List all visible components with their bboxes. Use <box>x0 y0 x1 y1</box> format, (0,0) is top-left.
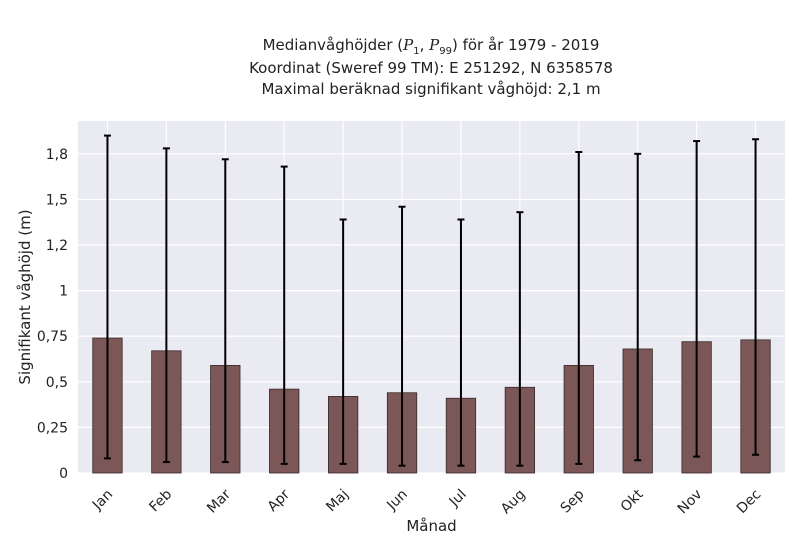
error-bar-jan <box>103 134 111 460</box>
x-tick-label: Nov <box>675 487 706 518</box>
y-tick-label: 1,8 <box>46 147 68 163</box>
x-tick-label: Jan <box>89 487 116 514</box>
y-tick-label: 0,5 <box>46 375 68 391</box>
y-tick-label: 1 <box>59 284 68 300</box>
error-bar-jun <box>398 205 406 467</box>
plot-area <box>78 121 785 473</box>
x-tick-label: Jul <box>446 487 470 511</box>
x-tick-label: Mar <box>204 486 234 516</box>
error-bars <box>103 134 760 467</box>
x-tick-label: Maj <box>323 487 352 516</box>
y-tick-label: 0 <box>59 466 68 482</box>
error-bar-mar <box>221 158 229 464</box>
x-tick-label: Aug <box>498 487 529 518</box>
y-tick-label: 0,25 <box>37 420 68 436</box>
error-bar-dec <box>752 138 760 456</box>
x-axis-label: Månad <box>406 517 456 535</box>
error-bar-sep <box>575 151 583 465</box>
error-bar-feb <box>162 147 170 464</box>
x-tick-label: Jun <box>383 487 410 514</box>
chart-subtitle-2: Maximal beräknad signifikant våghöjd: 2,… <box>261 80 601 98</box>
chart-subtitle: Koordinat (Sweref 99 TM): E 251292, N 63… <box>249 59 613 77</box>
chart-title: Medianvåghöjder (P1, P99) för år 1979 - … <box>262 36 600 57</box>
y-axis-ticks: 0 0,25 0,5 0,75 1 1,2 1,5 1,8 <box>37 147 68 482</box>
error-bar-nov <box>693 140 701 458</box>
y-tick-label: 1,2 <box>46 238 68 254</box>
x-tick-label: Feb <box>146 486 175 515</box>
x-tick-label: Sep <box>558 486 588 516</box>
x-tick-label: Okt <box>618 486 647 515</box>
x-axis-ticks: Jan Feb Mar Apr Maj Jun Jul Aug Sep Okt Nov Dec <box>89 486 764 517</box>
y-tick-label: 1,5 <box>46 192 68 208</box>
x-tick-label: Dec <box>734 487 764 517</box>
x-tick-label: Apr <box>265 486 294 515</box>
error-bar-jul <box>457 218 465 467</box>
error-bar-maj <box>339 218 347 465</box>
y-tick-label: 0,75 <box>37 329 68 345</box>
error-bar-apr <box>280 165 288 465</box>
error-bar-aug <box>516 211 524 467</box>
error-bar-okt <box>634 152 642 462</box>
y-axis-label: Signifikant våghöjd (m) <box>16 209 34 384</box>
